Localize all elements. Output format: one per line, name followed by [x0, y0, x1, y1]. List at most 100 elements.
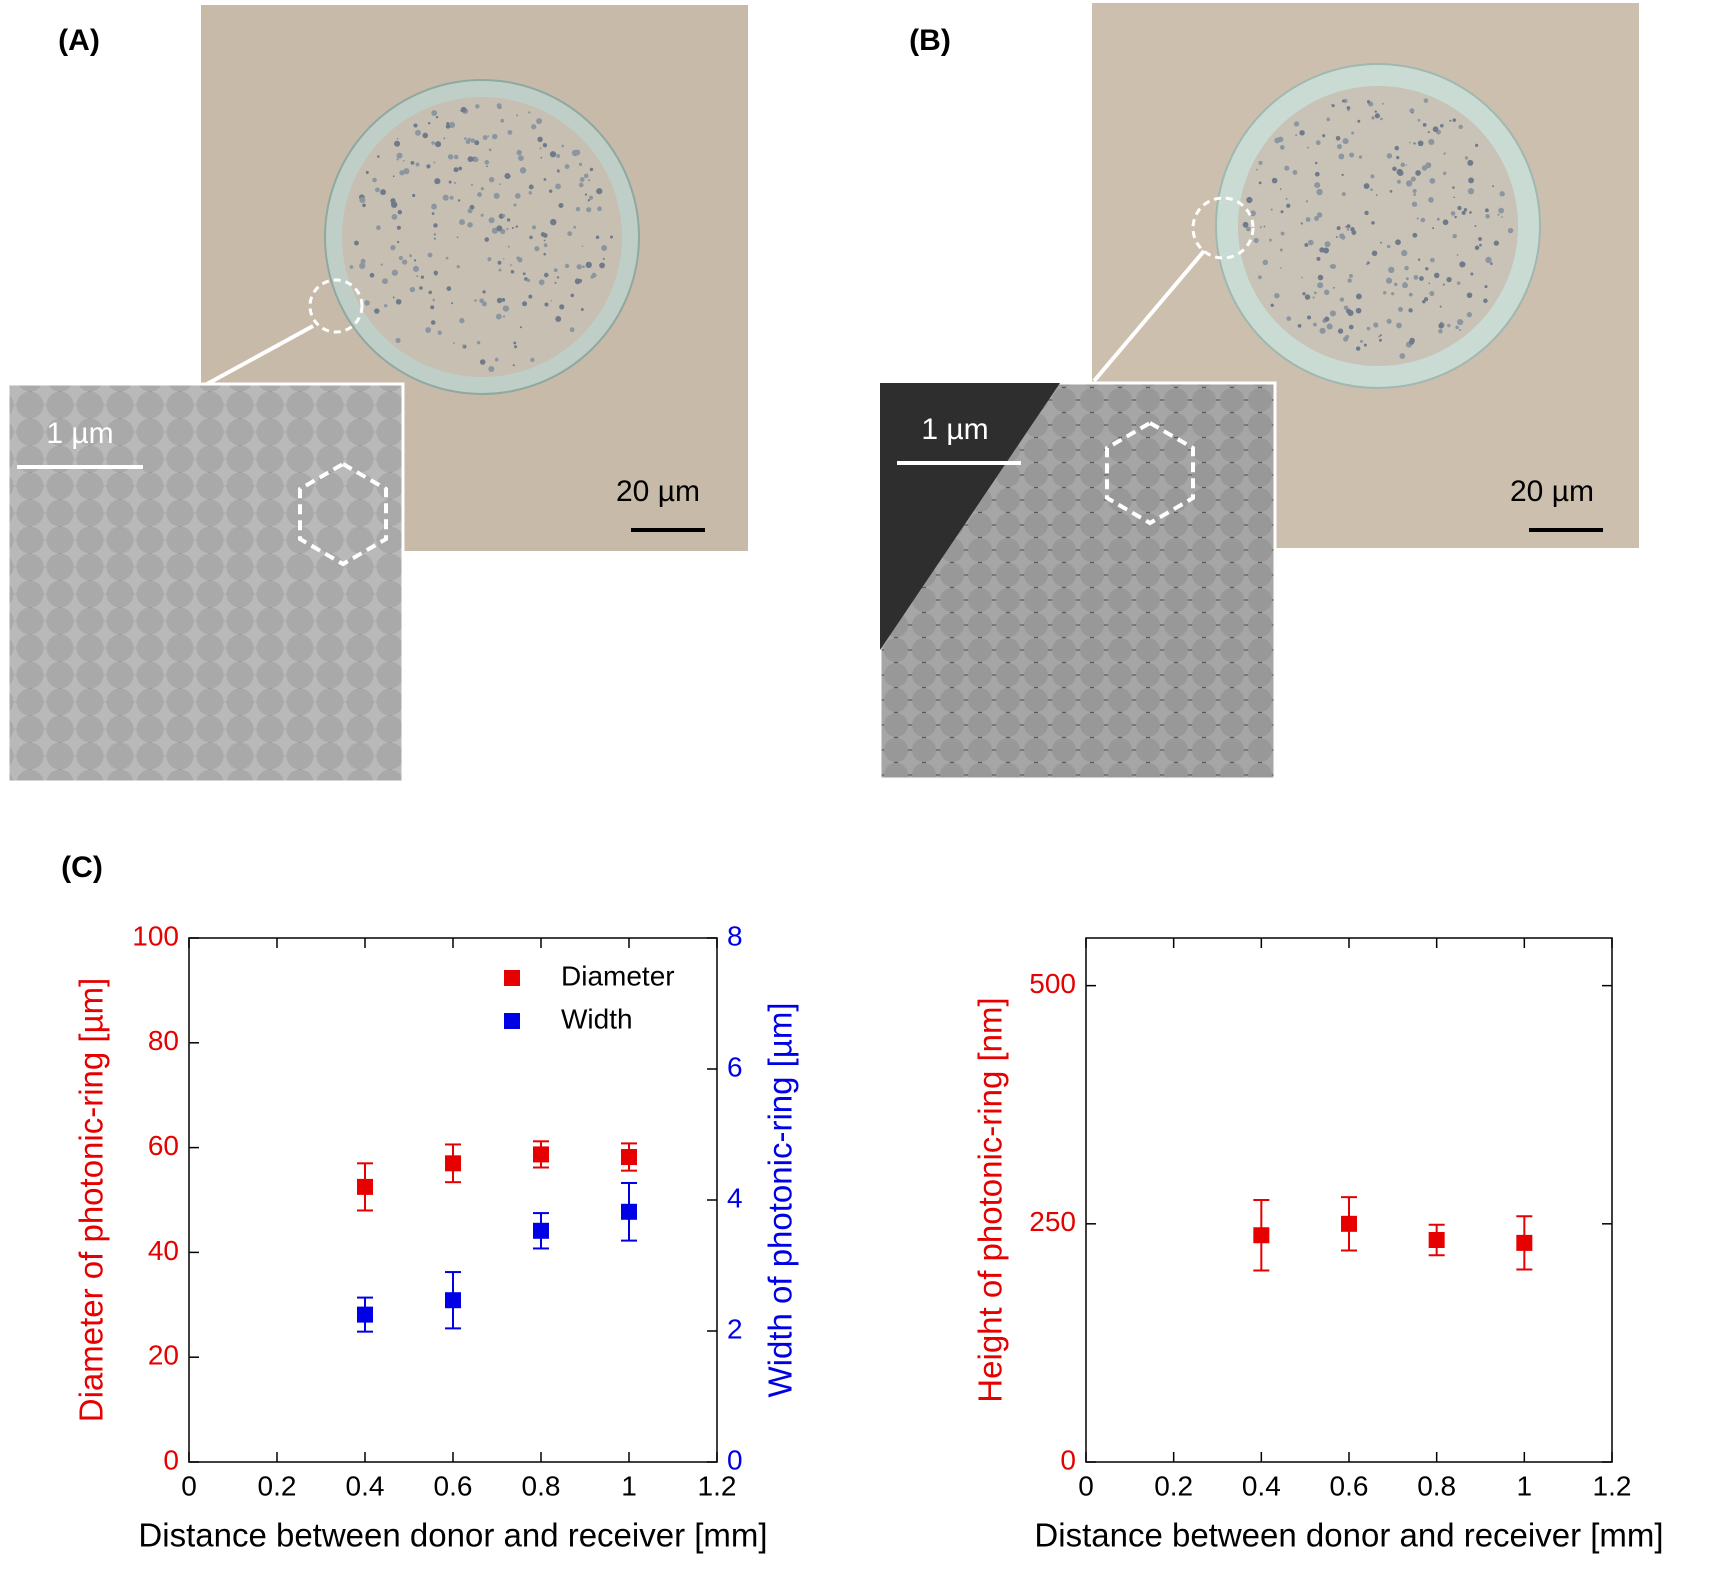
particle — [548, 189, 553, 193]
particle — [1475, 143, 1479, 147]
particle — [488, 176, 495, 183]
particle — [1424, 297, 1429, 302]
sem-inset — [6, 382, 405, 784]
particle — [1280, 267, 1282, 269]
particle — [396, 240, 400, 244]
particle — [1479, 243, 1482, 247]
particles — [349, 103, 614, 373]
particle — [1324, 316, 1330, 322]
particle — [1499, 207, 1503, 211]
particle — [1292, 169, 1298, 175]
particle — [1395, 239, 1401, 246]
particle — [556, 169, 560, 172]
particle — [1446, 276, 1452, 283]
particle — [1438, 329, 1443, 334]
particle — [451, 302, 454, 305]
particle — [1314, 215, 1319, 221]
particle — [470, 183, 474, 186]
particle — [601, 245, 608, 252]
particle — [1366, 326, 1371, 331]
particle — [506, 218, 511, 222]
marker — [621, 1203, 637, 1220]
particle — [1409, 141, 1411, 144]
particle — [480, 187, 484, 191]
particle — [1396, 322, 1402, 329]
particle — [555, 316, 562, 322]
particle — [1307, 315, 1312, 320]
particle — [467, 208, 473, 214]
particle — [1425, 267, 1429, 271]
particle — [372, 177, 377, 183]
particle — [502, 305, 510, 312]
particle — [599, 262, 605, 269]
particle — [349, 265, 354, 269]
particle — [516, 149, 522, 156]
particle — [574, 278, 581, 285]
particle — [571, 149, 579, 157]
particle — [1371, 116, 1375, 120]
particle — [1346, 228, 1350, 231]
particle — [428, 290, 432, 295]
particle — [1336, 144, 1342, 150]
particle — [454, 182, 456, 184]
particle — [412, 193, 416, 198]
particle — [1319, 327, 1326, 334]
particle — [1385, 277, 1393, 284]
x-tick-label: 0.8 — [1417, 1470, 1456, 1501]
particle — [1388, 266, 1395, 274]
particle — [1355, 307, 1362, 314]
particle — [1365, 263, 1368, 266]
particle — [1478, 237, 1482, 241]
particle — [425, 327, 432, 333]
particle — [1371, 221, 1375, 225]
x-tick-label: 0.4 — [1242, 1470, 1281, 1501]
y2-tick-label: 0 — [727, 1444, 743, 1475]
particle — [1427, 131, 1430, 134]
particle — [518, 155, 524, 161]
particle — [519, 167, 527, 174]
x-tick-label: 1.2 — [698, 1470, 737, 1501]
particle — [1279, 248, 1283, 252]
particle — [556, 153, 561, 158]
particle — [496, 103, 502, 109]
particle — [1351, 131, 1355, 135]
particle — [1411, 111, 1414, 114]
particle — [1323, 289, 1330, 295]
panel-label: (B) — [909, 24, 951, 57]
particle — [480, 213, 484, 217]
particle — [456, 264, 460, 269]
particle — [1485, 214, 1490, 219]
marker — [1341, 1215, 1357, 1232]
particle — [482, 135, 488, 141]
particle — [1259, 226, 1262, 229]
particle — [430, 320, 436, 325]
particle — [1442, 219, 1449, 226]
particle — [511, 227, 514, 229]
y2-tick-label: 2 — [727, 1313, 743, 1344]
particle — [1450, 211, 1456, 216]
particle — [442, 194, 449, 201]
particle — [1474, 225, 1477, 227]
particle — [395, 298, 402, 305]
particle — [1312, 296, 1315, 299]
particle — [542, 143, 548, 148]
particle — [507, 130, 513, 135]
particle — [1405, 164, 1408, 166]
particle — [539, 147, 542, 150]
particle — [1423, 98, 1429, 103]
y-tick-label: 0 — [163, 1444, 179, 1475]
particle — [1380, 241, 1382, 244]
particle — [1370, 188, 1373, 191]
particle — [529, 235, 533, 240]
particle — [390, 201, 398, 208]
particle — [474, 299, 477, 302]
particle — [522, 272, 526, 276]
particle — [513, 341, 517, 345]
particle — [398, 255, 403, 261]
particle — [536, 118, 543, 125]
particle — [1409, 337, 1415, 344]
particle — [543, 243, 548, 248]
particle — [1262, 259, 1269, 266]
particle — [459, 317, 465, 324]
particle — [549, 151, 557, 158]
